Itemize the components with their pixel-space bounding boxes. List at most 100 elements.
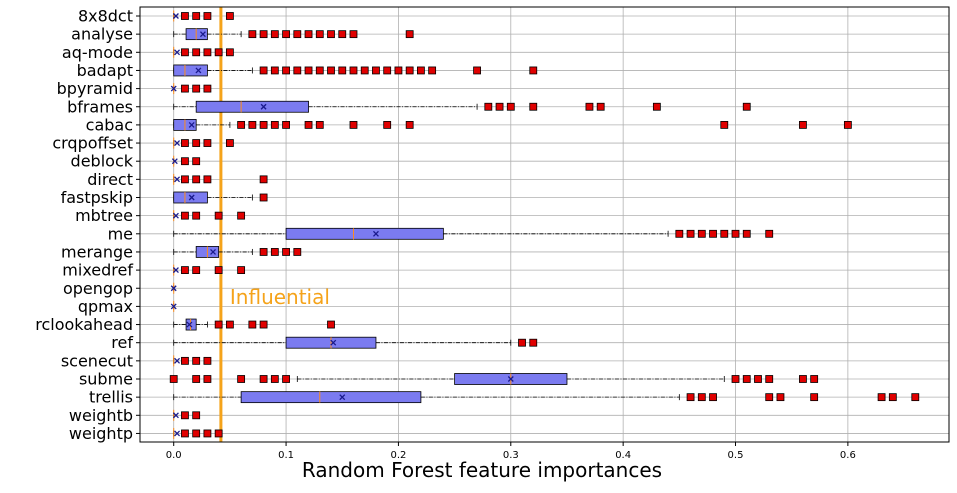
outlier-point bbox=[799, 121, 807, 129]
box-group-bframes bbox=[173, 100, 751, 113]
box-group-trellis bbox=[173, 391, 920, 404]
mean-marker bbox=[170, 285, 177, 292]
outlier-point bbox=[181, 175, 189, 184]
category-label-mbtree: mbtree bbox=[75, 206, 133, 225]
outlier-point bbox=[585, 102, 594, 111]
outlier-point bbox=[192, 84, 201, 93]
outlier-point bbox=[304, 30, 313, 39]
outlier-point bbox=[360, 66, 369, 75]
outlier-point bbox=[259, 248, 268, 256]
box-group-qpmax bbox=[170, 300, 177, 312]
outlier-point bbox=[237, 266, 246, 275]
outlier-point bbox=[765, 229, 774, 238]
outlier-point bbox=[731, 229, 740, 238]
category-label-weightp: weightp bbox=[69, 424, 133, 443]
outlier-point bbox=[349, 66, 358, 75]
box-group-me bbox=[173, 227, 774, 240]
outlier-point bbox=[169, 375, 178, 383]
outlier-point bbox=[214, 429, 223, 438]
outlier-point bbox=[293, 30, 302, 39]
outlier-point bbox=[192, 375, 201, 383]
mean-marker bbox=[507, 376, 514, 382]
outlier-point bbox=[327, 66, 335, 75]
mean-marker bbox=[172, 267, 179, 274]
outlier-point bbox=[203, 175, 212, 184]
x-tick-label: 0.1 bbox=[278, 450, 294, 461]
mean-marker bbox=[260, 103, 267, 110]
category-label-cabac: cabac bbox=[86, 115, 133, 134]
outlier-point bbox=[181, 48, 189, 57]
mean-marker bbox=[172, 13, 179, 19]
outlier-point bbox=[518, 338, 526, 347]
outlier-point bbox=[237, 121, 246, 129]
outlier-point bbox=[720, 121, 729, 129]
outlier-point bbox=[304, 66, 313, 75]
outlier-point bbox=[338, 30, 347, 39]
outlier-point bbox=[248, 121, 257, 129]
outlier-point bbox=[248, 30, 257, 39]
outlier-point bbox=[338, 66, 347, 75]
outlier-point bbox=[192, 48, 201, 57]
outlier-point bbox=[181, 12, 189, 20]
category-label-ref: ref bbox=[111, 333, 133, 352]
outlier-point bbox=[315, 66, 324, 75]
x-tick-label: 0.0 bbox=[166, 450, 182, 461]
category-label-8x8dct: 8x8dct bbox=[78, 7, 133, 26]
outlier-point bbox=[282, 30, 290, 39]
outlier-point bbox=[259, 121, 268, 129]
outlier-point bbox=[181, 429, 189, 438]
outlier-point bbox=[506, 102, 515, 111]
outlier-point bbox=[495, 102, 504, 111]
outlier-point bbox=[765, 393, 774, 402]
x-tick-label: 0.5 bbox=[728, 450, 744, 461]
category-label-merange: merange bbox=[61, 242, 133, 261]
outlier-point bbox=[203, 12, 212, 20]
category-label-trellis: trellis bbox=[89, 388, 133, 407]
outlier-point bbox=[214, 320, 223, 329]
mean-marker bbox=[330, 339, 337, 346]
box-group-direct bbox=[173, 173, 268, 185]
category-label-analyse: analyse bbox=[71, 25, 133, 44]
category-label-bpyramid: bpyramid bbox=[57, 79, 133, 98]
box-group-opengop bbox=[170, 282, 177, 294]
outlier-point bbox=[248, 320, 257, 329]
outlier-point bbox=[810, 375, 819, 383]
outlier-point bbox=[192, 157, 201, 166]
box-group-mixedref bbox=[172, 264, 246, 276]
mean-marker bbox=[186, 321, 193, 328]
outlier-point bbox=[315, 30, 324, 39]
x-tick-label: 0.2 bbox=[390, 450, 406, 461]
outlier-point bbox=[181, 139, 189, 147]
outlier-point bbox=[742, 375, 751, 383]
outlier-point bbox=[214, 211, 223, 220]
outlier-point bbox=[675, 229, 684, 238]
box-group-crqpoffset bbox=[173, 137, 234, 149]
outlier-point bbox=[181, 84, 189, 93]
outlier-point bbox=[327, 320, 335, 329]
outlier-point bbox=[282, 121, 290, 129]
outlier-point bbox=[765, 375, 774, 383]
outlier-point bbox=[181, 157, 189, 166]
outlier-point bbox=[349, 121, 358, 129]
outlier-point bbox=[270, 375, 279, 383]
mean-marker bbox=[372, 230, 379, 237]
outlier-point bbox=[888, 393, 897, 402]
outlier-point bbox=[484, 102, 493, 111]
mean-marker bbox=[188, 194, 195, 201]
outlier-point bbox=[192, 175, 201, 184]
outlier-point bbox=[225, 139, 234, 147]
outlier-point bbox=[529, 338, 538, 347]
outlier-point bbox=[315, 121, 324, 129]
axis-layer: 0.0 0.1 0.2 0.3 0.4 0.5 0.6 8x8dctanalyseaq-mod… bbox=[35, 7, 856, 462]
mean-marker bbox=[171, 158, 178, 165]
mean-marker bbox=[195, 67, 202, 74]
plot-frame bbox=[139, 6, 950, 443]
outlier-point bbox=[270, 66, 279, 75]
x-tick-label: 0.3 bbox=[503, 450, 519, 461]
outlier-point bbox=[720, 229, 729, 238]
outlier-point bbox=[214, 48, 223, 57]
outlier-point bbox=[405, 66, 414, 75]
outlier-point bbox=[529, 102, 538, 111]
outlier-point bbox=[181, 211, 189, 220]
x-axis-label: Random Forest feature importances bbox=[302, 458, 662, 482]
